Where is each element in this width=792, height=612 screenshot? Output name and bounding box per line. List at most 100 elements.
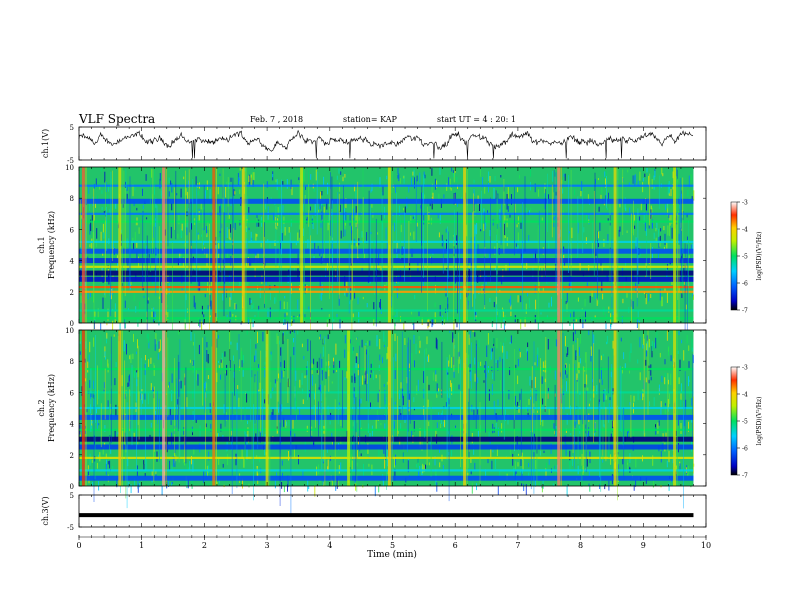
ch1-spectrogram-streak: [408, 220, 410, 267]
ch2-spectrogram-speckle: [294, 433, 296, 438]
ch1-spectrogram-speckle: [323, 176, 325, 186]
ch2-spectrogram-speckle: [149, 434, 151, 439]
ch2-spectrogram-streak: [100, 403, 102, 448]
ch2-spectrogram-speckle: [438, 412, 440, 418]
ch2-spectrogram-speckle: [688, 361, 690, 370]
ch1-spectrogram-streak: [622, 169, 624, 235]
ch1-spectrogram-speckle: [530, 167, 532, 177]
ch2-spectrogram-streak: [95, 335, 96, 423]
ch2-spectrogram-speckle: [302, 388, 303, 394]
ch2-spectrogram-speckle: [451, 357, 452, 368]
ch2-spectrogram-speckle: [586, 457, 588, 467]
ch1-spectrogram-speckle: [126, 186, 128, 191]
ch1-spectrogram-streak: [470, 237, 472, 310]
ch1-spectrogram-speckle: [252, 179, 254, 187]
ch1-spectrogram-speckle: [544, 183, 546, 194]
ch2-spectrogram-streak: [385, 349, 387, 416]
ch2-spectrogram-speckle: [452, 384, 454, 395]
ch1-spectrogram-speckle: [591, 290, 593, 297]
ch2-spectrogram-speckle: [133, 333, 134, 342]
ch2-spectrogram-speckle: [171, 481, 173, 484]
ch2-spectrogram-speckle: [553, 423, 555, 430]
ch1-spectrogram-speckle: [517, 216, 519, 225]
ch1-spectrogram-speckle: [622, 298, 624, 304]
ch1-spectrogram-speckle: [189, 201, 191, 213]
ch1-spectrogram-streak: [224, 188, 226, 296]
ch1-spectrogram-speckle: [136, 207, 138, 211]
ch1-spectrogram-speckle: [586, 282, 588, 288]
ch1-spectrogram-speckle: [382, 185, 384, 196]
ch1-spectrogram-speckle: [568, 283, 570, 289]
ch1-spectrogram-speckle: [386, 240, 388, 252]
ch1-spectrogram-speckle: [585, 237, 587, 244]
ch1-spectrogram-band: [79, 317, 694, 320]
ch2-spectrogram-speckle: [439, 462, 441, 468]
ch2-spectrogram-speckle: [519, 392, 521, 403]
ch2-spectrogram-speckle: [644, 432, 646, 439]
ch2-spectrogram-speckle: [335, 343, 337, 355]
ch2-spectrogram-speckle: [519, 399, 521, 403]
ch2-spectrogram-speckle: [378, 482, 380, 493]
ch1-spectrogram-speckle: [573, 309, 575, 322]
ch1-spectrogram-streak: [375, 218, 377, 327]
ch2-spectrogram-ytick: 6: [70, 389, 75, 397]
ch2-spectrogram-speckle: [579, 332, 581, 344]
ch2-spectrogram-speckle: [207, 375, 209, 379]
ch2-spectrogram-speckle: [488, 431, 490, 437]
ch2-spectrogram-streak: [600, 400, 602, 492]
ch2-spectrogram-speckle: [501, 423, 503, 433]
ch2-spectrogram-speckle: [399, 405, 401, 417]
ch2-spectrogram-speckle: [408, 363, 410, 372]
ch2-spectrogram-speckle: [622, 366, 623, 374]
ch1-spectrogram-speckle: [136, 241, 138, 248]
ch1-spectrogram-speckle: [662, 173, 664, 177]
ch1-spectrogram-speckle: [497, 193, 499, 201]
ch2-spectrogram-speckle: [246, 392, 248, 403]
ch1-spectrogram-speckle: [238, 177, 240, 184]
ch1-spectrogram-speckle: [159, 173, 161, 181]
ch1-spectrogram-burst: [85, 167, 87, 323]
ch2-spectrogram-speckle: [104, 351, 106, 357]
ch1-spectrogram-speckle: [541, 217, 543, 222]
ch1-spectrogram-streak: [263, 183, 265, 270]
ch2-spectrogram-speckle: [208, 483, 210, 487]
ch1-spectrogram-speckle: [111, 289, 112, 300]
ch1-spectrogram-streak: [329, 198, 330, 299]
ch2-spectrogram-speckle: [565, 336, 566, 347]
ch2-spectrogram-speckle: [588, 403, 590, 407]
ch1-spectrogram-speckle: [321, 211, 323, 222]
ch2-spectrogram-speckle: [178, 330, 180, 335]
ch1-spectrogram-speckle: [455, 288, 457, 292]
ch2-spectrogram-streak: [342, 370, 343, 428]
ch2-spectrogram-speckle: [243, 355, 244, 364]
ch1-spectrogram-speckle: [266, 181, 268, 188]
ch1-spectrogram-speckle: [290, 283, 292, 294]
ch1-spectrogram-speckle: [256, 217, 258, 223]
ch1-spectrogram-streak: [681, 190, 682, 281]
ch1-spectrogram-speckle: [485, 222, 487, 230]
ch1-spectrogram-speckle: [414, 213, 416, 220]
ch2-spectrogram-speckle: [599, 379, 601, 383]
ch1-spectrogram-speckle: [535, 250, 536, 262]
ch2-spectrogram-speckle: [378, 364, 380, 371]
ch1-spectrogram-speckle: [420, 238, 422, 250]
ch2-spectrogram-speckle: [603, 390, 605, 402]
ch1-spectrogram-speckle: [534, 284, 536, 294]
ch1-spectrogram-streak: [568, 175, 569, 273]
ch1-spectrogram-speckle: [605, 195, 607, 201]
ch2-spectrogram-streak: [145, 362, 146, 471]
ch2-spectrogram-streak: [355, 397, 357, 482]
ch2-spectrogram-speckle: [442, 465, 444, 472]
ch2-spectrogram-speckle: [187, 479, 189, 489]
ch2-spectrogram-streak: [153, 391, 155, 482]
ch2-spectrogram-streak: [238, 334, 240, 367]
ch2-spectrogram-speckle: [134, 478, 136, 486]
ch1-spectrogram-speckle: [122, 204, 124, 208]
ch2-spectrogram-speckle: [106, 334, 107, 344]
ch2-spectrogram-speckle: [116, 478, 118, 488]
ch1-spectrogram-streak: [105, 180, 106, 233]
ch2-spectrogram-speckle: [383, 384, 385, 387]
ch1-spectrogram-speckle: [344, 219, 346, 231]
ch2-spectrogram-speckle: [333, 357, 334, 365]
ch2-spectrogram-speckle: [98, 423, 100, 426]
